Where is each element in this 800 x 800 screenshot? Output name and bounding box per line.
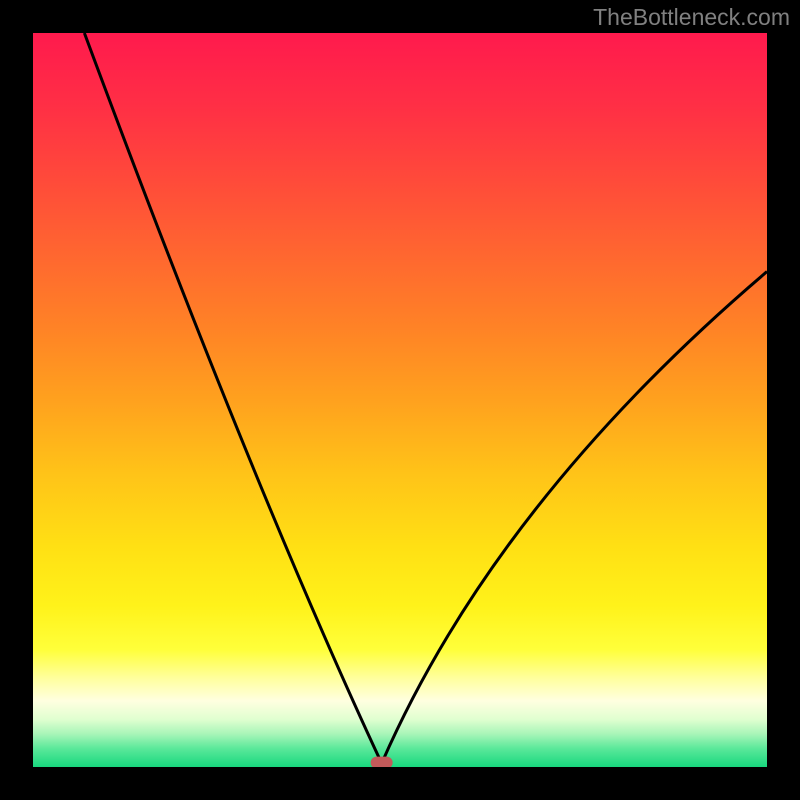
watermark-text: TheBottleneck.com <box>593 4 790 31</box>
gradient-background <box>33 33 767 767</box>
chart-container: TheBottleneck.com <box>0 0 800 800</box>
bottleneck-chart <box>0 0 800 800</box>
optimum-marker <box>371 757 393 769</box>
